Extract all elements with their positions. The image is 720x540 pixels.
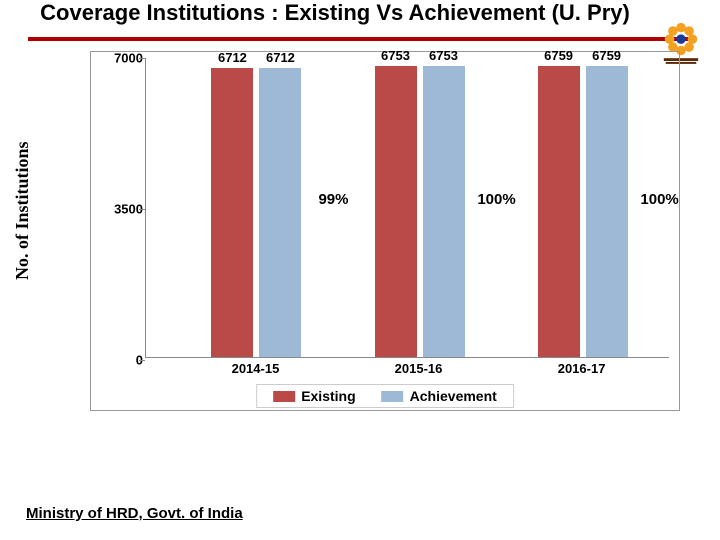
legend-item: Achievement	[382, 388, 497, 404]
bar-value-label: 6753	[429, 48, 458, 63]
plot-area: 67126712 67536753 67596759	[145, 58, 669, 358]
x-tick-label: 2014-15	[232, 361, 280, 376]
y-axis-label: No. of Institutions	[12, 141, 33, 280]
y-tick-label: 0	[105, 353, 143, 368]
bar-achievement: 6759	[586, 66, 628, 358]
percent-label: 100%	[640, 191, 678, 208]
bar-achievement: 6712	[259, 68, 301, 358]
y-tick-label: 7000	[105, 51, 143, 66]
legend-item: Existing	[273, 388, 355, 404]
title-divider	[28, 37, 692, 41]
x-tick-label: 2015-16	[395, 361, 443, 376]
bar-value-label: 6712	[266, 50, 295, 65]
bar-achievement: 6753	[423, 66, 465, 357]
legend-swatch	[273, 391, 295, 402]
bar-existing: 6712	[211, 68, 253, 358]
page-title: Coverage Institutions : Existing Vs Achi…	[0, 0, 720, 31]
bar-existing: 6759	[538, 66, 580, 358]
bar-value-label: 6753	[381, 48, 410, 63]
legend-swatch	[382, 391, 404, 402]
percent-label: 99%	[318, 191, 348, 208]
bar-value-label: 6712	[218, 50, 247, 65]
x-tick-label: 2016-17	[558, 361, 606, 376]
chart-legend: Existing Achievement	[256, 384, 514, 408]
bar-value-label: 6759	[592, 48, 621, 63]
chart-container: 671267126753675367596759 035007000 Exist…	[90, 51, 680, 411]
legend-label: Existing	[301, 388, 355, 404]
percent-label: 100%	[477, 191, 515, 208]
legend-label: Achievement	[410, 388, 497, 404]
chart-plot: 671267126753675367596759 035007000 Exist…	[90, 51, 680, 411]
y-tick-label: 3500	[105, 202, 143, 217]
bar-existing: 6753	[375, 66, 417, 357]
footer-text: Ministry of HRD, Govt. of India	[26, 505, 243, 522]
bar-value-label: 6759	[544, 48, 573, 63]
